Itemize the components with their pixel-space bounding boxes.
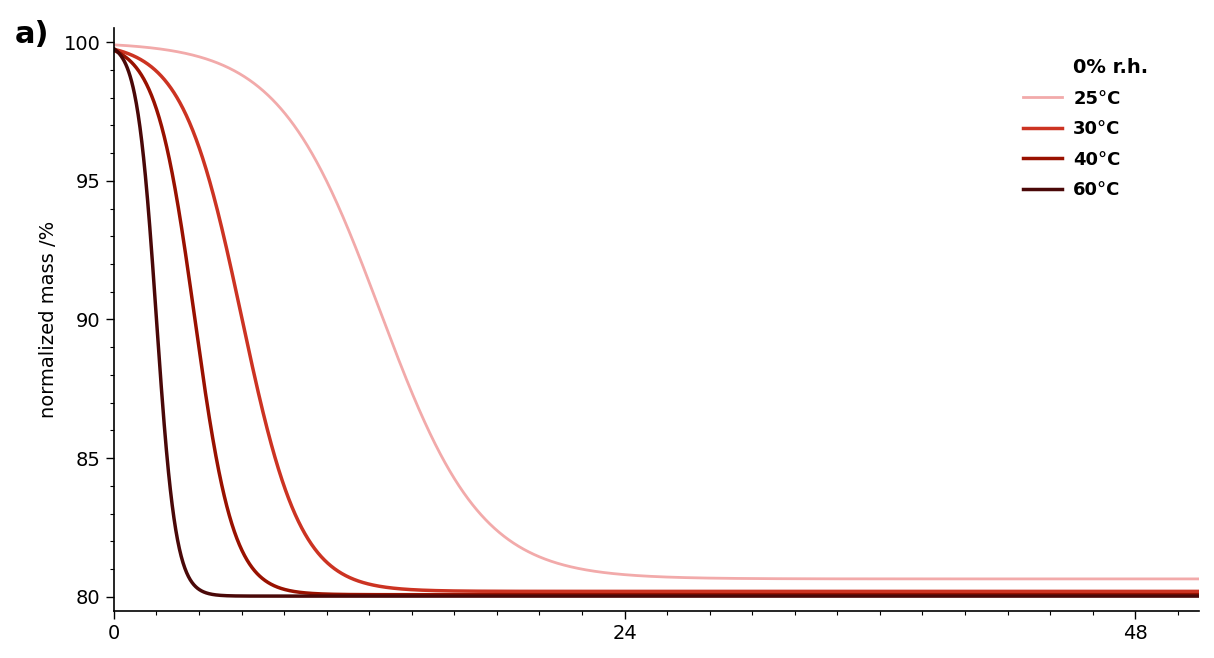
30°C (1190, 588, 1204, 595)
30°C (523, 588, 538, 595)
Y-axis label: normalized mass /%: normalized mass /% (39, 221, 58, 418)
30°C (295, 524, 310, 532)
25°C (1054, 575, 1068, 583)
60°C (571, 592, 585, 600)
Line: 60°C: 60°C (114, 49, 1199, 596)
30°C (107, 45, 121, 53)
60°C (523, 592, 538, 600)
30°C (231, 295, 245, 303)
40°C (107, 47, 121, 55)
60°C (295, 592, 310, 600)
60°C (107, 45, 121, 53)
40°C (875, 591, 890, 599)
30°C (1170, 588, 1185, 595)
30°C (569, 588, 584, 595)
30°C (1192, 588, 1207, 595)
40°C (523, 591, 538, 599)
40°C (1170, 591, 1185, 599)
25°C (569, 564, 584, 572)
25°C (231, 68, 245, 76)
25°C (107, 41, 121, 49)
25°C (523, 549, 538, 557)
40°C (1054, 591, 1068, 599)
40°C (1192, 591, 1207, 599)
25°C (1192, 575, 1207, 583)
60°C (1054, 592, 1068, 600)
40°C (569, 591, 584, 599)
40°C (231, 536, 245, 544)
Line: 30°C: 30°C (114, 49, 1199, 592)
30°C (1054, 588, 1068, 595)
Text: a): a) (15, 20, 49, 49)
60°C (231, 592, 245, 600)
40°C (295, 589, 310, 597)
Legend: 0% r.h., 25°C, 30°C, 40°C, 60°C: 0% r.h., 25°C, 30°C, 40°C, 60°C (1014, 49, 1157, 209)
25°C (295, 133, 310, 141)
Line: 25°C: 25°C (114, 45, 1199, 579)
25°C (1170, 575, 1185, 583)
Line: 40°C: 40°C (114, 51, 1199, 595)
60°C (1170, 592, 1185, 600)
60°C (1192, 592, 1207, 600)
60°C (493, 592, 507, 600)
